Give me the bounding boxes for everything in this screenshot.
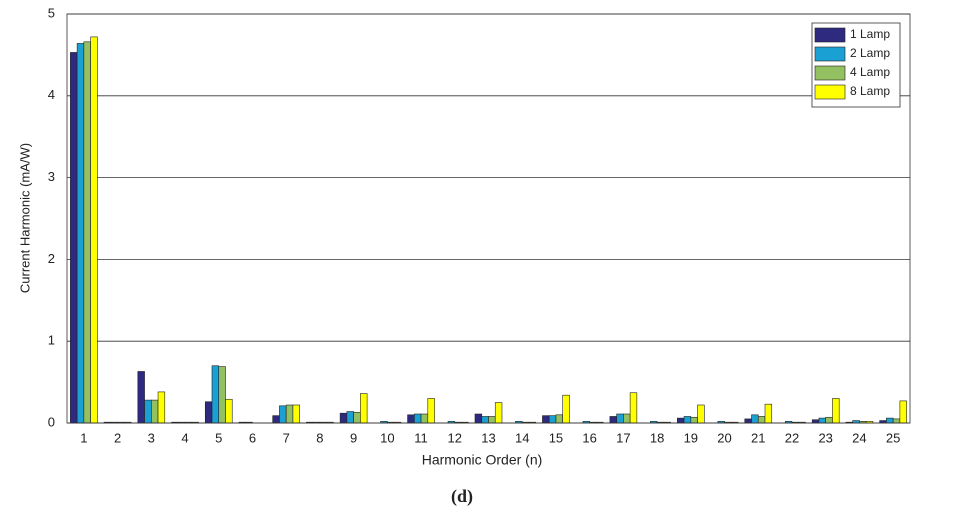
- bar: [488, 416, 496, 424]
- bar: [697, 404, 705, 424]
- bar: [616, 413, 624, 424]
- x-tick-label: 2: [114, 430, 121, 445]
- y-tick-label: 1: [48, 333, 55, 348]
- x-tick-label: 23: [818, 430, 832, 445]
- bar: [892, 418, 901, 424]
- bar: [279, 405, 287, 424]
- bar: [832, 398, 840, 424]
- bar: [886, 417, 894, 424]
- bar: [609, 416, 617, 424]
- bar: [144, 399, 152, 424]
- legend-label: 2 Lamp: [850, 46, 890, 60]
- bar: [360, 393, 368, 424]
- bar: [420, 413, 429, 424]
- bar: [494, 402, 503, 424]
- x-tick-label: 15: [549, 430, 563, 445]
- bar: [744, 418, 752, 424]
- legend-label: 1 Lamp: [850, 27, 890, 41]
- x-tick-label: 16: [582, 430, 596, 445]
- bar: [548, 415, 557, 424]
- bar: [818, 417, 826, 424]
- plot-area: [67, 14, 910, 423]
- x-tick-label: 19: [684, 430, 698, 445]
- bar: [629, 392, 638, 424]
- y-tick-label: 2: [48, 251, 55, 266]
- legend-swatch: [814, 65, 846, 81]
- bar: [151, 399, 159, 424]
- bar: [825, 416, 833, 424]
- x-tick-label: 24: [852, 430, 866, 445]
- bar: [76, 43, 85, 424]
- x-axis-label: Harmonic Order (n): [422, 452, 543, 468]
- legend-swatch: [814, 84, 846, 100]
- x-tick-label: 1: [80, 430, 87, 445]
- x-tick-label: 20: [717, 430, 731, 445]
- bar: [555, 414, 563, 424]
- legend-swatch: [814, 27, 846, 43]
- bar: [407, 414, 415, 424]
- bar: [137, 371, 145, 424]
- bar: [683, 416, 692, 424]
- bar: [677, 417, 685, 424]
- x-tick-label: 13: [481, 430, 495, 445]
- x-tick-label: 21: [751, 430, 765, 445]
- bar: [811, 419, 820, 424]
- bar: [542, 415, 550, 424]
- bar: [157, 391, 166, 424]
- y-tick-label: 0: [48, 414, 55, 429]
- bar: [285, 404, 294, 424]
- bar: [204, 401, 213, 424]
- y-tick-label: 5: [48, 5, 55, 20]
- bar: [623, 413, 631, 424]
- bar: [70, 52, 78, 424]
- x-tick-label: 12: [448, 430, 462, 445]
- y-tick-label: 3: [48, 169, 55, 184]
- bar: [757, 416, 766, 424]
- x-tick-label: 9: [350, 430, 357, 445]
- bar: [272, 415, 280, 424]
- x-tick-label: 14: [515, 430, 529, 445]
- y-axis-label: Current Harmonic (mA/W): [17, 143, 32, 293]
- x-tick-label: 7: [283, 430, 290, 445]
- x-tick-label: 18: [650, 430, 664, 445]
- caption: (d): [451, 486, 473, 507]
- bar: [474, 413, 483, 424]
- x-tick-label: 11: [414, 430, 428, 445]
- x-tick-label: 22: [785, 430, 799, 445]
- bar: [690, 416, 698, 424]
- x-tick-label: 4: [181, 430, 188, 445]
- bar: [346, 411, 354, 424]
- bar: [218, 366, 226, 424]
- bar: [751, 414, 759, 424]
- x-tick-label: 6: [249, 430, 256, 445]
- bar: [414, 413, 422, 424]
- x-tick-label: 8: [316, 430, 323, 445]
- y-tick-label: 4: [48, 87, 55, 102]
- x-tick-label: 17: [616, 430, 630, 445]
- bar: [353, 412, 361, 424]
- x-tick-label: 5: [215, 430, 222, 445]
- bar: [292, 404, 300, 424]
- x-tick-label: 25: [886, 430, 900, 445]
- bar: [562, 394, 570, 424]
- bar: [427, 398, 435, 424]
- bar: [225, 398, 233, 424]
- bar: [481, 416, 489, 424]
- plot-frame: [66, 13, 911, 424]
- bar: [83, 41, 91, 424]
- bar: [339, 412, 348, 424]
- legend-swatch: [814, 46, 846, 62]
- bar: [90, 36, 98, 424]
- bar: [764, 403, 773, 424]
- x-tick-label: 3: [148, 430, 155, 445]
- bar: [899, 400, 907, 424]
- bar: [211, 365, 220, 424]
- legend-label: 8 Lamp: [850, 84, 890, 98]
- x-tick-label: 10: [380, 430, 394, 445]
- legend-label: 4 Lamp: [850, 65, 890, 79]
